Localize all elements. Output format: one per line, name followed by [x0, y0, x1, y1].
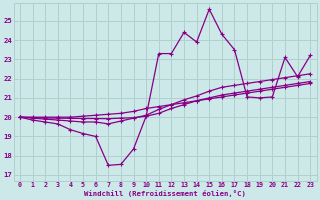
- X-axis label: Windchill (Refroidissement éolien,°C): Windchill (Refroidissement éolien,°C): [84, 190, 246, 197]
